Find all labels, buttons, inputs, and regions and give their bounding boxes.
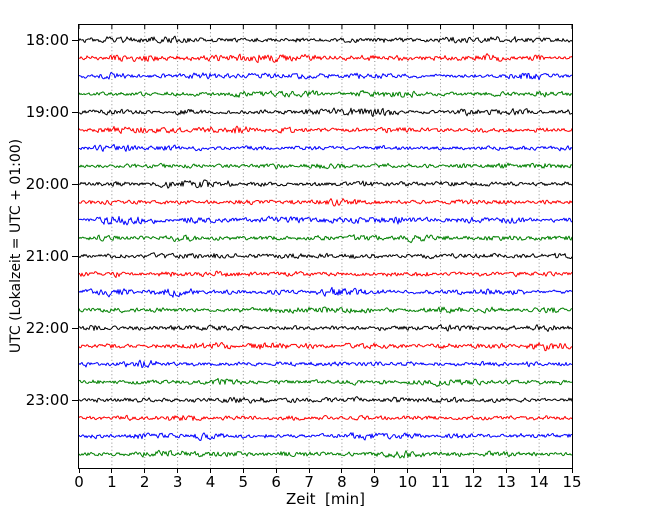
hour-tick xyxy=(72,184,79,185)
hour-tick xyxy=(72,400,79,401)
minute-tick xyxy=(242,468,244,473)
x-tick-label: 4 xyxy=(205,473,216,491)
minute-tick xyxy=(571,468,573,473)
x-tick-label: 6 xyxy=(271,473,281,491)
seismogram-trace xyxy=(79,324,572,332)
seismogram-trace xyxy=(79,449,572,459)
seismogram-trace xyxy=(79,35,572,44)
minute-tick xyxy=(440,468,441,473)
hour-tick xyxy=(72,112,79,113)
seismogram-trace xyxy=(79,306,572,314)
seismogram-trace xyxy=(79,53,572,64)
x-tick-label: 15 xyxy=(562,473,582,491)
seismogram-trace xyxy=(79,234,572,244)
minute-tick xyxy=(505,468,507,473)
x-tick-label: 13 xyxy=(496,473,516,491)
hour-label: 20:00 xyxy=(25,175,69,193)
minute-tick xyxy=(538,468,540,473)
x-tick-label: 2 xyxy=(139,473,150,491)
x-tick-label: 14 xyxy=(529,473,549,491)
minute-tick xyxy=(374,468,376,473)
seismogram-trace xyxy=(79,89,572,98)
seismogram-trace xyxy=(79,179,572,189)
minute-tick xyxy=(111,468,113,473)
seismogram-trace xyxy=(79,377,572,387)
x-tick-label: 7 xyxy=(304,473,314,491)
traces-svg xyxy=(79,25,572,468)
minute-tick xyxy=(144,468,146,473)
seismogram-trace xyxy=(79,432,572,441)
hour-label: 18:00 xyxy=(25,31,69,49)
hour-label: 21:00 xyxy=(25,247,69,265)
x-tick-label: 10 xyxy=(398,473,418,491)
minute-tick xyxy=(275,468,277,473)
seismogram-trace xyxy=(79,396,572,404)
minute-tick xyxy=(210,468,211,473)
x-tick-label: 5 xyxy=(238,473,249,491)
seismogram-trace xyxy=(79,143,572,152)
seismogram-trace xyxy=(79,270,572,278)
minute-tick xyxy=(308,468,310,473)
x-tick-label: 11 xyxy=(430,473,451,491)
seismogram-trace xyxy=(79,107,572,117)
hour-label: 19:00 xyxy=(25,103,69,121)
minute-tick xyxy=(78,468,80,473)
hour-label: 22:00 xyxy=(25,319,69,337)
seismogram-trace xyxy=(79,359,572,369)
x-tick-label: 8 xyxy=(337,473,347,491)
x-tick-label: 9 xyxy=(370,473,380,491)
hour-tick xyxy=(72,40,79,41)
hour-tick xyxy=(72,256,79,257)
hour-tick xyxy=(72,328,79,329)
seismogram-trace xyxy=(79,198,572,207)
plot-area xyxy=(78,24,573,469)
seismogram-trace xyxy=(79,162,572,170)
minute-tick xyxy=(472,468,474,473)
minute-tick xyxy=(407,468,409,473)
hour-label: 23:00 xyxy=(25,391,69,409)
seismogram-trace xyxy=(79,252,572,260)
x-tick-label: 1 xyxy=(107,473,117,491)
seismogram-trace xyxy=(79,286,572,298)
x-tick-label: 3 xyxy=(172,473,183,491)
x-axis-label: Zeit [min] xyxy=(285,490,366,508)
seismogram-trace xyxy=(79,414,572,421)
x-tick-label: 12 xyxy=(463,473,483,491)
minute-tick xyxy=(341,468,343,473)
minute-tick xyxy=(177,468,179,473)
seismogram-trace xyxy=(79,342,572,352)
x-tick-label: 0 xyxy=(74,473,84,491)
seismogram-trace xyxy=(79,125,572,134)
seismogram-trace xyxy=(79,215,572,226)
seismogram-trace xyxy=(79,71,572,81)
